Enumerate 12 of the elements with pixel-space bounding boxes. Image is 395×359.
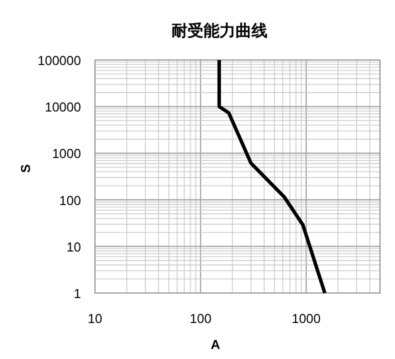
x-axis-title: A [210,337,221,352]
x-tick-label: 100 [190,311,212,326]
y-tick-label: 1 [74,286,81,301]
y-tick-label: 10000 [44,100,81,115]
y-tick-label: 100000 [38,53,81,68]
y-tick-label: 10 [66,239,81,254]
chart-title: 耐受能力曲线 [172,22,268,40]
y-axis-title: S [18,164,33,173]
y-tick-label: 1000 [52,146,81,162]
x-tick-label: 1000 [292,311,321,326]
y-tick-label: 100 [59,192,81,208]
x-tick-label: 10 [88,311,102,326]
